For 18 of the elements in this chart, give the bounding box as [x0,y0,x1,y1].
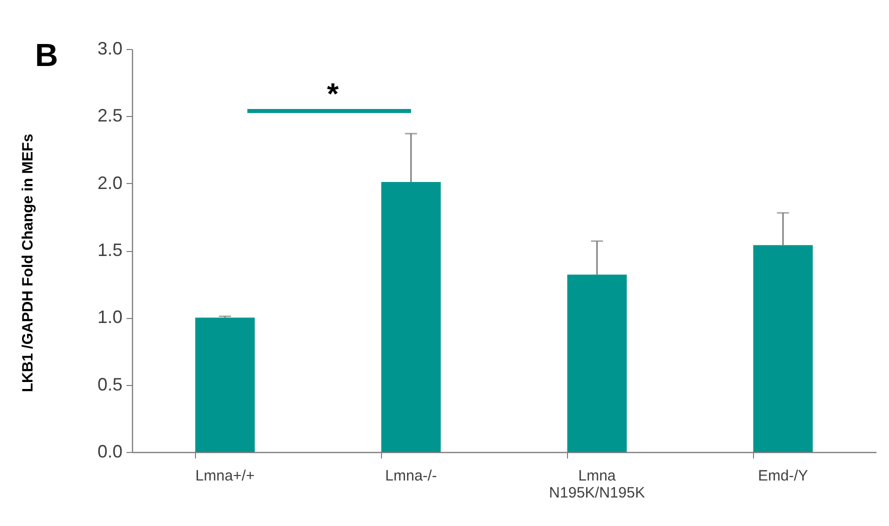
annotation: * [327,78,340,111]
chart-title: B [35,37,58,73]
x-tick-label: Lmna-/- [385,468,437,484]
bar [753,245,813,452]
y-tick-label: 2.5 [97,106,122,126]
y-tick-label: 1.0 [97,307,122,328]
y-axis-title: LKB1 /GAPDH Fold Change in MEFs [20,134,36,392]
x-tick-label: Lmna N195K/N195K [549,468,645,502]
y-tick-label: 3.0 [97,38,122,58]
x-tick-label: Lmna+/+ [195,468,255,484]
x-tick-label: Emd-/Y [758,468,808,484]
y-tick-label: 1.5 [97,240,122,260]
y-tick-label: 0.0 [97,442,122,462]
bar [195,318,255,452]
bar [567,274,627,452]
y-tick-label: 0.5 [97,374,122,394]
bar [381,182,441,452]
y-tick-label: 2.0 [97,172,122,193]
